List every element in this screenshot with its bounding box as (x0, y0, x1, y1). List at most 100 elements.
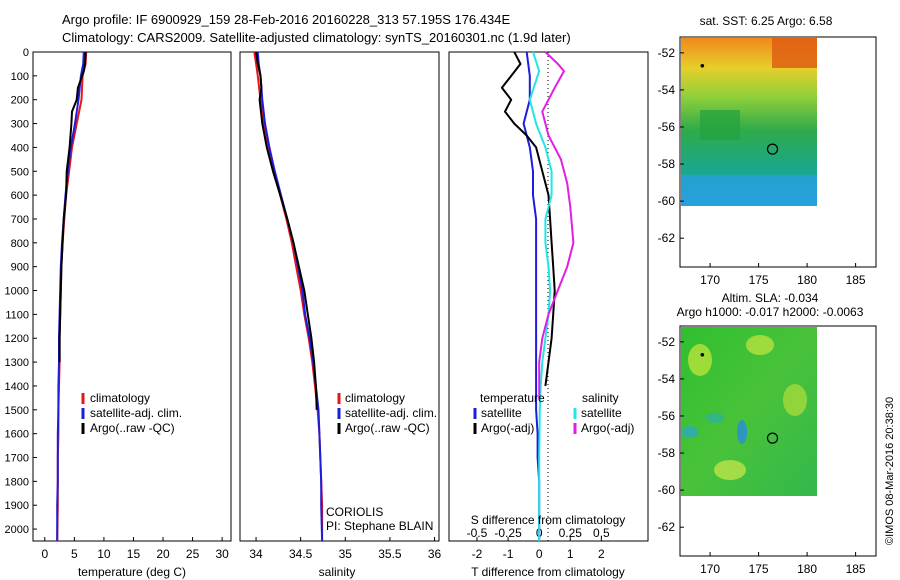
lat-tick-label: -58 (658, 446, 676, 460)
depth-tick-label: 1200 (5, 333, 29, 345)
lon-tick-label: 185 (846, 273, 866, 287)
sst-map-title: sat. SST: 6.25 Argo: 6.58 (700, 14, 833, 28)
temperature-profile-panel: 0100200300400500600700800900100011001200… (5, 47, 232, 579)
x-tick-label: 1 (567, 547, 574, 561)
depth-axis: 0 100 200 300 400 500 600 700 800 900 1000 1100 1200… (5, 47, 37, 536)
depth-tick-label: 1400 (5, 381, 29, 393)
lat-tick-label: -54 (658, 372, 676, 386)
lat-tick-label: -62 (658, 520, 676, 534)
x-tick-label: 20 (156, 547, 170, 561)
difference-legend: temperature salinity satellite Argo(-adj… (473, 391, 634, 435)
series-line-argo (255, 51, 318, 410)
depth-tick-label: 0 (23, 47, 29, 59)
x-tick-label: 30 (215, 547, 229, 561)
temperature-axis-label: temperature (deg C) (78, 565, 186, 579)
s-difference-label: S difference from climatology (471, 513, 626, 527)
depth-tick-label: 200 (11, 95, 29, 107)
pi-label: PI: Stephane BLAIN (326, 519, 433, 533)
legend-climatology: climatology (90, 391, 150, 405)
cold-patch (681, 175, 817, 206)
lat-tick-label: -60 (658, 194, 676, 208)
top-tick-label: 0.5 (593, 526, 610, 540)
legend-temperature-header: temperature (480, 391, 545, 405)
temperature-legend: climatology satellite-adj. clim. Argo(..… (81, 391, 182, 435)
sla-high (714, 460, 746, 480)
series-line-sat_salinity (528, 51, 553, 541)
depth-tick-label: 700 (11, 214, 29, 226)
legend-climatology: climatology (345, 391, 405, 405)
lat-tick-label: -52 (658, 335, 676, 349)
lon-tick-label: 170 (700, 273, 720, 287)
climatology-subtitle: Climatology: CARS2009. Satellite-adjuste… (62, 30, 571, 45)
x-tick-label: 35.5 (378, 547, 402, 561)
x-tick-label: 10 (97, 547, 111, 561)
depth-tick-label: 1600 (5, 429, 29, 441)
sla-high (746, 335, 774, 355)
difference-profile-panel: -2 -1 0 1 2 -0.5 -0.25 0 0.25 0.5 temperature sa… (448, 51, 649, 579)
reference-dot (700, 353, 705, 357)
legend-argo: Argo(..raw -QC) (345, 421, 430, 435)
lon-tick-label: 180 (797, 562, 817, 576)
legend-satellite: satellite-adj. clim. (90, 406, 182, 420)
profile-title: Argo profile: IF 6900929_159 28-Feb-2016… (62, 12, 511, 27)
series-line-satellite (522, 51, 541, 541)
sst-map-lat-axis: -52 -54 -56 -58 -60 -62 (658, 46, 684, 245)
series-line-satellite (256, 51, 324, 542)
x-tick-label: 2 (598, 547, 605, 561)
top-tick-label: -0.25 (494, 526, 522, 540)
salinity-profile-panel: 34 34.5 35 35.5 36 climatology satellite-adj… (239, 51, 442, 579)
depth-tick-label: 1700 (5, 453, 29, 465)
sla-low (706, 413, 724, 423)
sla-map-panel: Altim. SLA: -0.034 Argo h1000: -0.017 h2… (658, 291, 877, 576)
difference-lines (500, 51, 575, 541)
sla-high (783, 384, 807, 416)
x-tick-label: 35 (339, 547, 353, 561)
series-line-argo_salinity (538, 51, 575, 398)
warm-patch (772, 38, 817, 68)
lat-tick-label: -60 (658, 483, 676, 497)
lon-tick-label: 185 (846, 562, 866, 576)
top-tick-label: 0.25 (559, 526, 583, 540)
sla-map-lat-axis: -52 -54 -56 -58 -60 -62 (658, 335, 684, 534)
legend-satellite: satellite-adj. clim. (345, 406, 437, 420)
salinity-plot-frame (239, 51, 440, 542)
lon-tick-label: 170 (700, 562, 720, 576)
salinity-axis-label: salinity (319, 565, 356, 579)
x-tick-label: 34 (249, 547, 263, 561)
lat-tick-label: -56 (658, 409, 676, 423)
sla-map-lon-axis: 170 175 180 185 (700, 552, 866, 576)
x-tick-label: 0 (41, 547, 48, 561)
x-tick-label: 5 (71, 547, 78, 561)
depth-tick-label: 1900 (5, 500, 29, 512)
depth-tick-label: 600 (11, 190, 29, 202)
legend-argo: Argo(..raw -QC) (90, 421, 175, 435)
depth-tick-label: 1800 (5, 476, 29, 488)
lon-tick-label: 175 (749, 562, 769, 576)
lat-tick-label: -62 (658, 231, 676, 245)
lon-tick-label: 175 (749, 273, 769, 287)
argo-position-marker (766, 143, 779, 155)
depth-tick-label: 100 (11, 71, 29, 83)
x-tick-label: -2 (472, 547, 483, 561)
depth-tick-label: 400 (11, 142, 29, 154)
top-tick-label: -0.5 (467, 526, 488, 540)
temperature-lines (56, 51, 88, 542)
x-tick-label: 25 (186, 547, 200, 561)
legend-t-satellite: satellite (481, 406, 522, 420)
depth-tick-label: 300 (11, 119, 29, 131)
depth-tick-label: 800 (11, 238, 29, 250)
sla-high (688, 344, 712, 376)
salinity-legend: climatology satellite-adj. clim. Argo(..… (337, 391, 437, 435)
sla-patches (682, 335, 807, 480)
series-line-argo (500, 51, 556, 387)
sla-low (737, 420, 747, 444)
x-tick-label: 36 (428, 547, 442, 561)
coriolis-label: CORIOLIS (326, 505, 383, 519)
sst-map-panel: sat. SST: 6.25 Argo: 6.58 -52 -54 -56 -58 -6… (658, 14, 877, 287)
salinity-x-axis: 34 34.5 35 35.5 36 (249, 537, 442, 561)
temperature-x-axis: 0 5 10 15 20 25 30 (41, 537, 229, 561)
salinity-lines (253, 51, 324, 542)
depth-tick-label: 1100 (5, 309, 29, 321)
lat-tick-label: -54 (658, 83, 676, 97)
legend-s-argo: Argo(-adj) (581, 421, 634, 435)
